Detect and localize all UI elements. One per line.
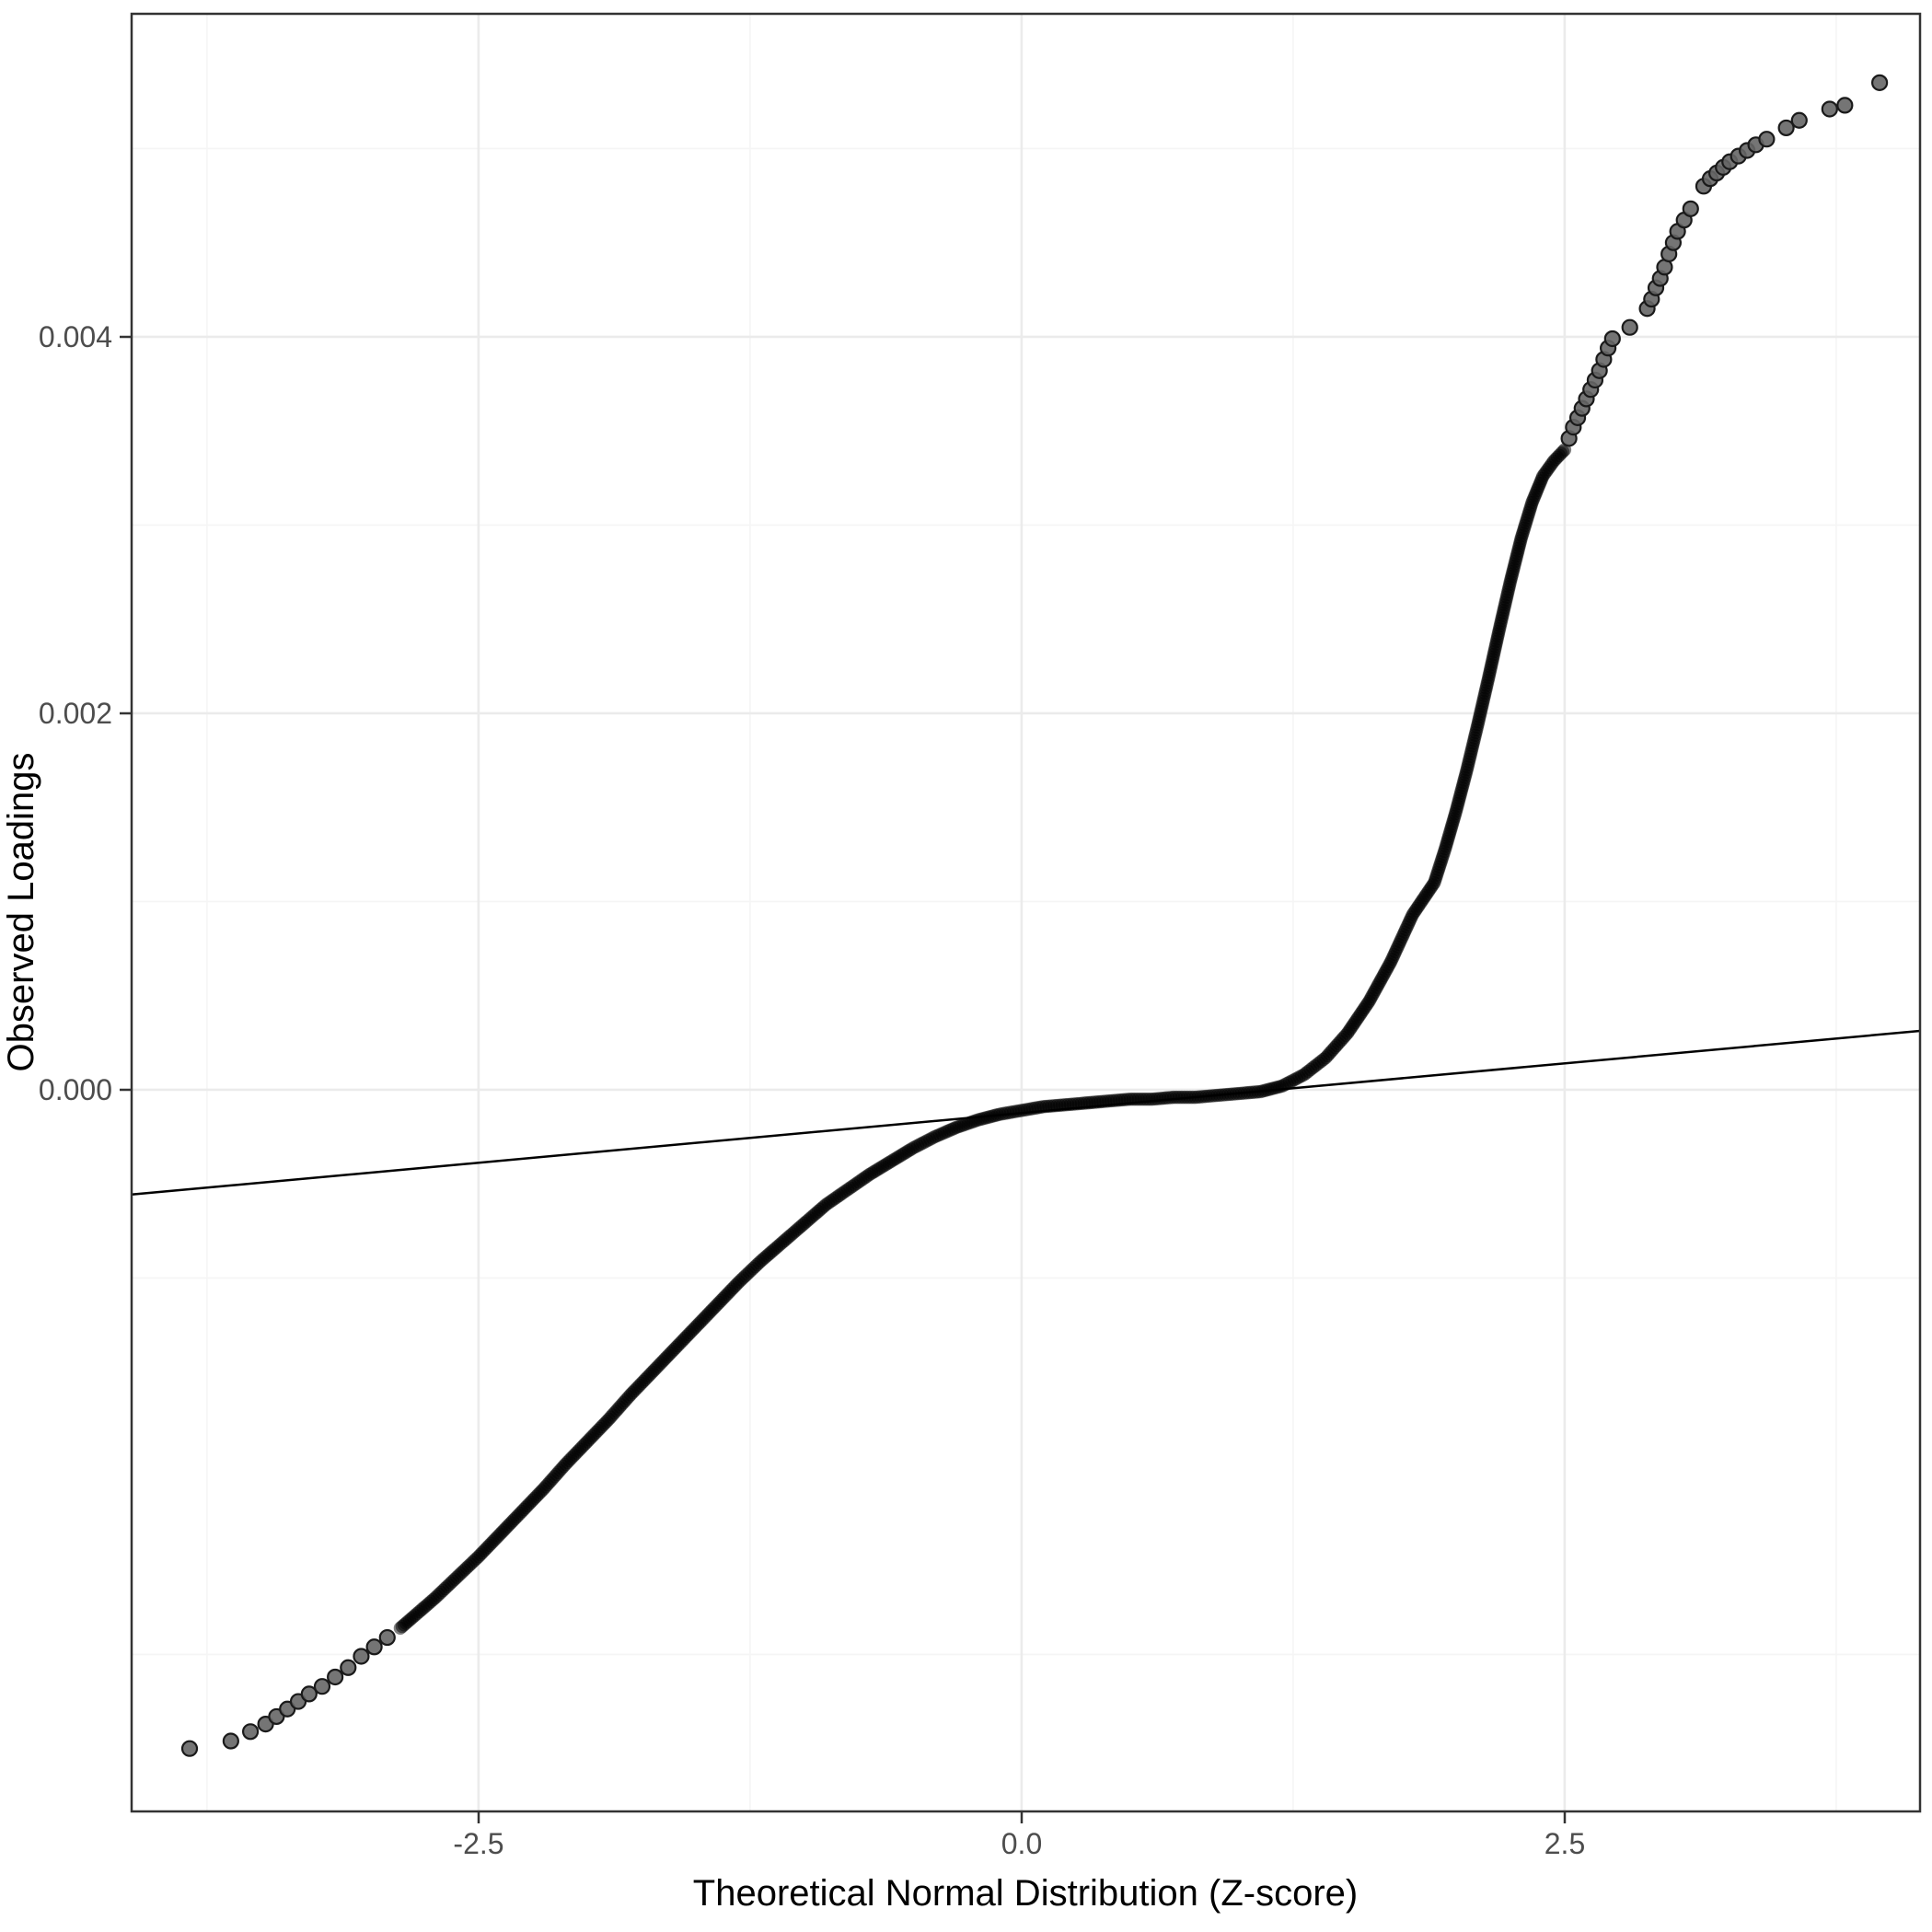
qq-point	[1821, 100, 1838, 118]
x-axis-title: Theoretical Normal Distribution (Z-score…	[693, 1873, 1358, 1914]
qq-point	[1871, 74, 1889, 91]
qq-point	[1836, 97, 1854, 114]
qq-point	[300, 1685, 318, 1703]
y-axis-title: Observed Loadings	[1, 753, 41, 1072]
qq-point	[1777, 119, 1795, 137]
y-tick-label: 0.000	[39, 1073, 112, 1106]
qq-point	[222, 1732, 239, 1750]
axis-ticks	[120, 335, 1567, 1823]
qq-point	[241, 1723, 260, 1741]
qq-point	[1682, 200, 1699, 217]
x-tick-label: -2.5	[453, 1827, 503, 1860]
qq-point	[378, 1628, 396, 1647]
qq-point	[365, 1638, 383, 1656]
y-tick-label: 0.002	[39, 697, 112, 730]
qq-point	[327, 1668, 344, 1686]
qq-point	[180, 1740, 199, 1757]
x-tick-label: 0.0	[1001, 1827, 1042, 1860]
qq-point	[340, 1659, 357, 1676]
y-tick-label: 0.004	[39, 320, 112, 353]
panel-border	[130, 12, 1922, 1813]
qq-point	[1790, 111, 1808, 129]
qq-point	[1621, 318, 1638, 336]
qq-point	[1758, 131, 1776, 148]
plot-layer	[131, 14, 1921, 1811]
x-tick-label: 2.5	[1544, 1827, 1585, 1860]
qq-point	[1603, 330, 1621, 348]
qq-point	[313, 1678, 331, 1695]
plot-panel	[132, 14, 1920, 1811]
qq-point	[353, 1648, 370, 1665]
